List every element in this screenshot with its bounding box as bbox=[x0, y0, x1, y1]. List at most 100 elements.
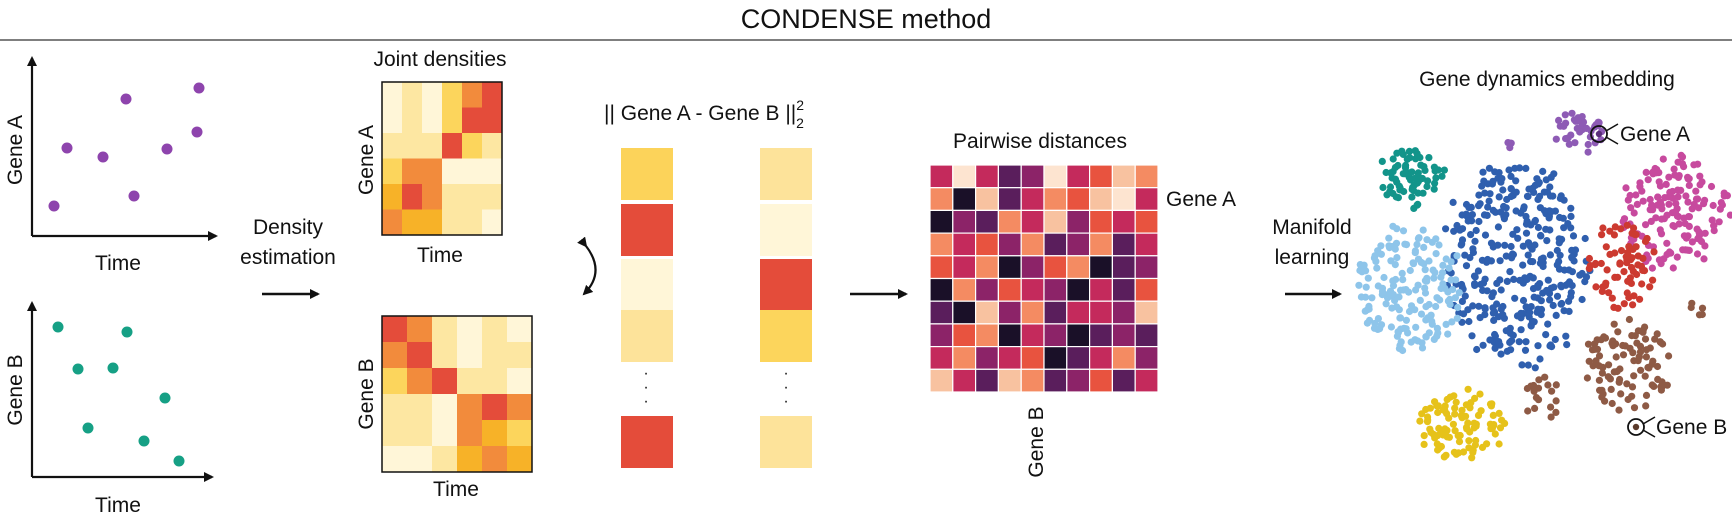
embedding-point bbox=[1483, 287, 1491, 295]
embedding-point bbox=[1552, 397, 1560, 405]
embedding-point bbox=[1467, 231, 1475, 239]
embedding-point bbox=[1700, 255, 1708, 263]
embedding-point bbox=[1461, 292, 1469, 300]
vector-b-cell bbox=[760, 416, 812, 468]
density-cell bbox=[457, 342, 483, 369]
embedding-point bbox=[1432, 174, 1440, 182]
gene-a-point bbox=[48, 200, 60, 212]
embedding-point bbox=[1553, 261, 1561, 269]
embedding-point bbox=[1431, 269, 1439, 277]
embedding-point bbox=[1394, 161, 1402, 170]
embedding-point bbox=[1391, 175, 1399, 183]
step-label-line1: Density bbox=[253, 216, 324, 239]
embedding-point bbox=[1442, 451, 1450, 459]
distance-cell bbox=[1111, 368, 1136, 393]
embedding-point bbox=[1540, 207, 1549, 215]
embedding-point bbox=[1524, 407, 1532, 415]
gene-b-pointer bbox=[1642, 429, 1656, 438]
distance-formula-text: || Gene A - Gene B || bbox=[604, 102, 796, 125]
embedding-point bbox=[1503, 277, 1511, 285]
density-cell bbox=[507, 368, 533, 395]
embedding-point bbox=[1681, 219, 1689, 228]
density-cell bbox=[457, 394, 483, 421]
distance-cell bbox=[1066, 277, 1091, 302]
embedding-point bbox=[1507, 242, 1515, 251]
embedding-point bbox=[1363, 306, 1372, 314]
step-label-line2: learning bbox=[1275, 246, 1350, 269]
vector-b-cell bbox=[760, 148, 812, 200]
embedding-point bbox=[1471, 394, 1479, 402]
embedding-point bbox=[1408, 193, 1416, 201]
embedding-point bbox=[1500, 202, 1508, 211]
embedding-point bbox=[1449, 198, 1457, 206]
distance-cell bbox=[1134, 323, 1159, 348]
distance-cell bbox=[1111, 164, 1136, 189]
distance-cell bbox=[1066, 209, 1091, 234]
heatmap-border bbox=[381, 315, 533, 473]
embedding-point bbox=[1649, 276, 1657, 284]
embedding-point bbox=[1417, 310, 1426, 318]
embedding-point bbox=[1445, 264, 1453, 272]
embedding-point bbox=[1526, 308, 1534, 317]
embedding-point bbox=[1485, 197, 1493, 205]
density-cell bbox=[422, 209, 443, 236]
density-cell bbox=[462, 133, 483, 159]
embedding-point bbox=[1565, 266, 1573, 274]
embedding-point bbox=[1642, 391, 1651, 399]
density-cell bbox=[382, 133, 403, 159]
embedding-point bbox=[1688, 205, 1696, 213]
embedding-point bbox=[1709, 201, 1717, 210]
distance-cell bbox=[1134, 232, 1159, 257]
embedding-point bbox=[1455, 289, 1463, 297]
embedding-point bbox=[1585, 254, 1593, 263]
embedding-point bbox=[1602, 279, 1610, 287]
embedding-point bbox=[1696, 172, 1704, 180]
distance-cell bbox=[997, 232, 1022, 257]
vector-b-ellipsis: · bbox=[783, 365, 788, 382]
distance-cell bbox=[1043, 300, 1068, 325]
embedding-point bbox=[1474, 267, 1482, 275]
embedding-point bbox=[1454, 303, 1462, 312]
embedding-point bbox=[1466, 404, 1474, 412]
embedding-point bbox=[1464, 306, 1472, 314]
embedding-point bbox=[1462, 412, 1470, 420]
embedding-point bbox=[1393, 254, 1401, 262]
density-cell bbox=[422, 107, 443, 134]
embedding-point bbox=[1518, 361, 1526, 369]
embedding-point bbox=[1695, 228, 1703, 236]
distance-cell bbox=[974, 368, 999, 393]
embedding-point bbox=[1433, 440, 1441, 448]
embedding-point bbox=[1454, 449, 1463, 457]
embedding-point bbox=[1392, 239, 1401, 247]
embedding-point bbox=[1679, 246, 1687, 254]
embedding-point bbox=[1522, 229, 1531, 237]
embedding-point bbox=[1419, 226, 1427, 234]
embedding-point bbox=[1541, 373, 1549, 381]
embedding-point bbox=[1491, 430, 1499, 438]
gene-b-pointer bbox=[1642, 416, 1656, 425]
vector-a-cell bbox=[621, 204, 673, 256]
distance-cell bbox=[952, 346, 977, 370]
embedding-point bbox=[1653, 330, 1661, 338]
density-cell bbox=[462, 158, 483, 185]
gene-a-pointer bbox=[1605, 136, 1619, 145]
embedding-point bbox=[1515, 338, 1523, 346]
embedding-point bbox=[1422, 333, 1430, 341]
distance-cell bbox=[1088, 277, 1113, 302]
vector-b-cell bbox=[760, 259, 812, 311]
embedding-point bbox=[1663, 239, 1671, 247]
embedding-point bbox=[1537, 232, 1545, 240]
step-label-line2: estimation bbox=[240, 246, 336, 269]
embedding-point bbox=[1578, 269, 1586, 278]
embedding-point bbox=[1698, 304, 1707, 312]
embedding-point bbox=[1642, 353, 1650, 361]
embedding-point bbox=[1469, 248, 1477, 257]
distance-cell bbox=[1134, 187, 1159, 211]
distance-cell bbox=[952, 232, 977, 257]
distance-formula-superscript: 2 bbox=[796, 97, 804, 113]
embedding-point bbox=[1684, 198, 1692, 206]
density-cell bbox=[482, 82, 503, 108]
embedding-point bbox=[1627, 279, 1635, 287]
embedding-point bbox=[1544, 381, 1552, 389]
figure-title: CONDENSE method bbox=[741, 4, 992, 34]
